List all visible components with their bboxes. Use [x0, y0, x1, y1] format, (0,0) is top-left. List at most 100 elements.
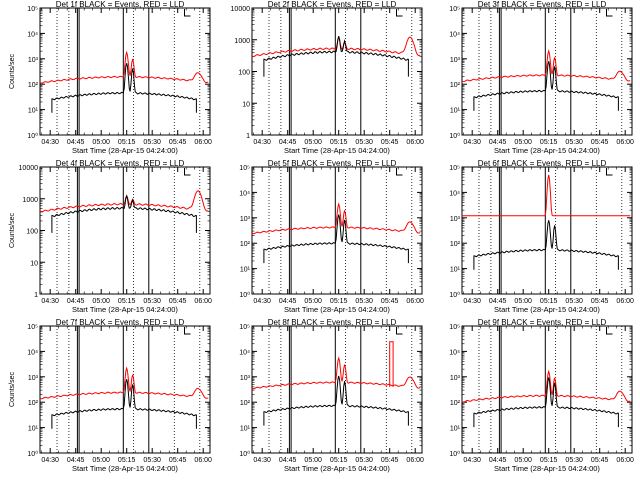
y-axis-label: Counts/sec	[9, 371, 16, 407]
y-tick-label: 10⁰	[27, 132, 38, 140]
panel-title: Det 9f BLACK = Events, RED = LLD	[478, 318, 607, 327]
y-tick-label: 1000	[234, 38, 250, 45]
y-tick-label: 10¹	[28, 426, 39, 433]
panel-6: Det 6f BLACK = Events, RED = LLD 10⁰ 10¹ 10…	[449, 159, 634, 314]
x-tick-label: 04:30	[41, 139, 59, 146]
x-tick-label: 05:45	[169, 139, 187, 146]
x-tick-label: 04:45	[67, 298, 85, 305]
y-tick-label: 1000	[22, 197, 38, 204]
events-series-line	[51, 63, 197, 113]
lld-series-line	[462, 174, 631, 217]
axes-frame	[39, 325, 211, 454]
x-tick-label: 04:30	[41, 457, 59, 464]
panel-title: Det 5f BLACK = Events, RED = LLD	[268, 159, 397, 168]
x-tick-label: 04:45	[489, 457, 507, 464]
x-tick-label: 05:30	[355, 139, 373, 146]
panel-1: Det 1f BLACK = Events, RED = LLD 10⁰ 10¹ 10…	[9, 0, 212, 155]
y-tick-label: 10²	[450, 400, 461, 407]
x-tick-label: 05:30	[143, 457, 161, 464]
x-tick-label: 06:00	[616, 298, 634, 305]
x-tick-label: 05:15	[540, 139, 558, 146]
y-tick-label: 10⁰	[27, 450, 38, 458]
x-tick-label: 06:00	[194, 298, 212, 305]
bracket-mark	[396, 9, 403, 17]
y-tick-label: 10²	[28, 400, 39, 407]
y-axis-label: Counts/sec	[9, 53, 16, 89]
x-tick-label: 05:00	[514, 298, 532, 305]
x-tick-label: 06:00	[616, 457, 634, 464]
panel-title: Det 7f BLACK = Events, RED = LLD	[56, 318, 185, 327]
x-tick-label: 05:45	[591, 139, 609, 146]
y-tick-label: 10⁰	[239, 291, 250, 299]
x-tick-label: 04:30	[463, 139, 481, 146]
y-tick-label: 10²	[240, 241, 251, 248]
panel-title: Det 8f BLACK = Events, RED = LLD	[268, 318, 397, 327]
y-tick-label: 10¹	[450, 426, 461, 433]
y-tick-label: 10²	[450, 241, 461, 248]
bracket-mark	[606, 327, 613, 335]
axes-frame	[39, 7, 211, 136]
lld-series-line	[461, 369, 631, 403]
x-tick-label: 05:45	[169, 298, 187, 305]
x-tick-label: 05:45	[591, 457, 609, 464]
x-tick-label: 04:45	[279, 139, 297, 146]
y-tick-label: 10	[30, 260, 38, 267]
y-tick-label: 10⁴	[27, 349, 38, 356]
y-tick-label: 10000	[231, 6, 251, 13]
x-axis-label: Start Time (28-Apr-15 04:24:00)	[72, 146, 178, 155]
events-series-line	[263, 35, 409, 77]
events-series-line	[473, 220, 619, 270]
x-tick-label: 06:00	[616, 139, 634, 146]
x-tick-label: 05:30	[565, 139, 583, 146]
bracket-mark	[396, 327, 403, 335]
bracket-mark	[184, 9, 191, 17]
x-tick-label: 05:15	[330, 298, 348, 305]
y-tick-label: 10³	[450, 57, 461, 64]
axes-frame	[39, 166, 211, 295]
y-tick-label: 10⁰	[449, 132, 460, 140]
x-tick-label: 04:45	[489, 139, 507, 146]
y-tick-label: 10³	[240, 375, 251, 382]
x-tick-label: 05:45	[591, 298, 609, 305]
axes-frame	[461, 166, 633, 295]
events-series-line	[473, 61, 619, 111]
lld-series-line	[39, 190, 209, 213]
x-tick-label: 05:30	[143, 139, 161, 146]
x-axis-label: Start Time (28-Apr-15 04:24:00)	[284, 146, 390, 155]
panel-2: Det 2f BLACK = Events, RED = LLD 1 10 100 10…	[231, 0, 425, 155]
lld-series-line	[461, 49, 631, 83]
events-series-line	[263, 214, 409, 264]
lld-series-line	[251, 356, 421, 390]
x-tick-label: 05:15	[118, 139, 136, 146]
y-tick-label: 10⁵	[239, 324, 250, 331]
x-tick-label: 04:30	[463, 457, 481, 464]
x-tick-label: 05:00	[92, 457, 110, 464]
panel-title: Det 4f BLACK = Events, RED = LLD	[56, 159, 185, 168]
panel-4: Det 4f BLACK = Events, RED = LLD 1 10 100 10…	[9, 159, 212, 314]
x-tick-label: 05:30	[143, 298, 161, 305]
y-tick-label: 1	[34, 292, 38, 299]
y-tick-label: 10⁴	[239, 190, 250, 197]
axes-frame	[461, 325, 633, 454]
x-tick-label: 05:30	[355, 457, 373, 464]
y-tick-label: 10¹	[450, 108, 461, 115]
x-tick-label: 04:45	[279, 457, 297, 464]
axes-frame	[251, 166, 423, 295]
panel-title: Det 3f BLACK = Events, RED = LLD	[478, 0, 607, 9]
y-tick-label: 10⁴	[27, 31, 38, 38]
x-tick-label: 04:30	[41, 298, 59, 305]
x-tick-label: 05:00	[304, 139, 322, 146]
events-series-line	[263, 375, 409, 426]
lld-series-line	[39, 366, 209, 400]
x-tick-label: 05:00	[514, 139, 532, 146]
x-tick-label: 05:00	[304, 298, 322, 305]
y-tick-label: 10⁴	[449, 349, 460, 356]
x-tick-label: 04:45	[67, 139, 85, 146]
y-tick-label: 10	[242, 101, 250, 108]
x-axis-label: Start Time (28-Apr-15 04:24:00)	[284, 464, 390, 473]
y-tick-label: 10¹	[450, 267, 461, 274]
y-tick-label: 10²	[450, 82, 461, 89]
y-tick-label: 10³	[240, 216, 251, 223]
y-tick-label: 10⁵	[449, 6, 460, 13]
